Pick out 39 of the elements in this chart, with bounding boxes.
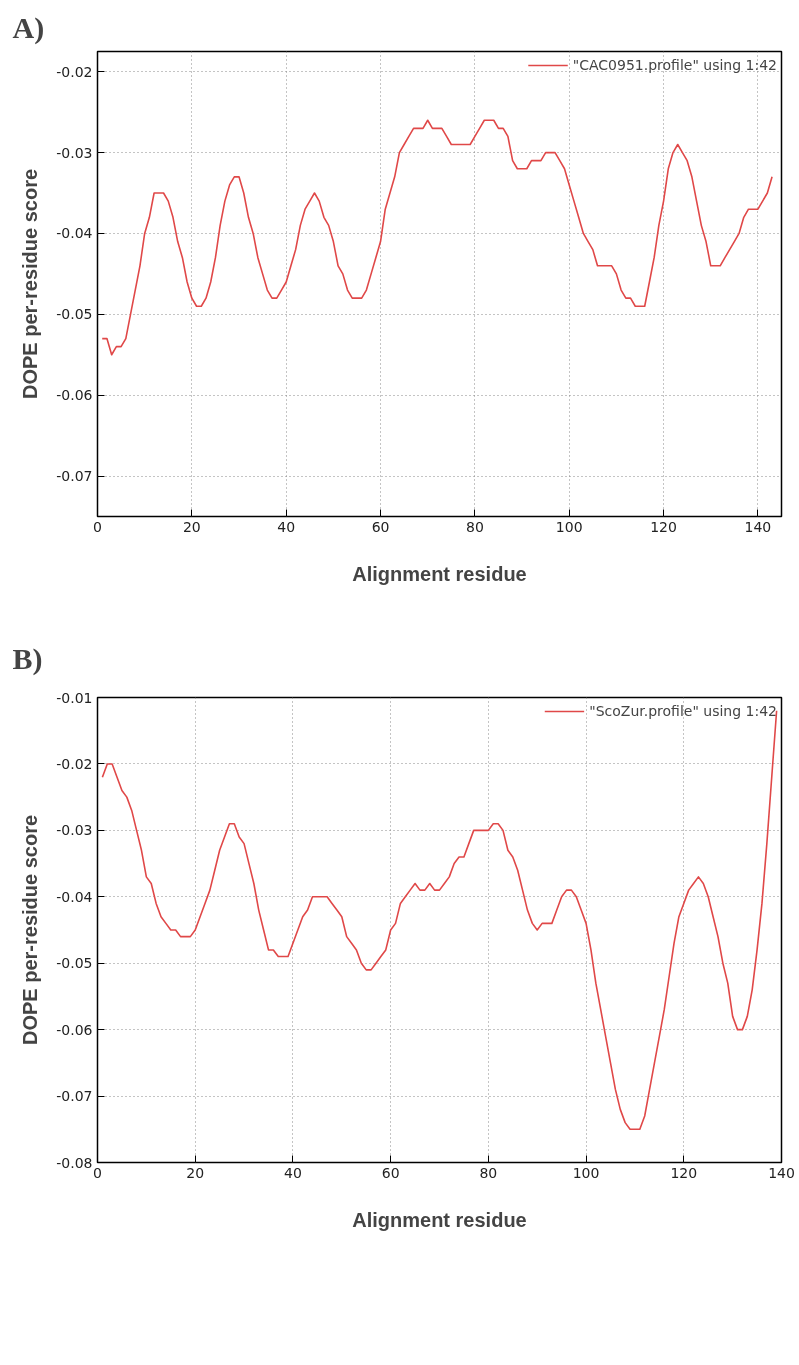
chart-title: B) [12,641,43,676]
y-axis-title: DOPE per-residue score [19,168,42,400]
x-tick-label: 0 [93,518,102,535]
x-tick-label: 20 [182,518,201,535]
x-axis-title: Alignment residue [352,1208,527,1231]
y-tick-label: -0.04 [56,888,93,905]
y-tick-label: -0.06 [56,387,93,404]
x-tick-label: 40 [277,518,296,535]
x-tick-label: 60 [381,1164,400,1181]
y-tick-label: -0.07 [56,1088,93,1105]
y-tick-label: -0.01 [56,689,93,706]
x-tick-label: 40 [284,1164,302,1181]
x-axis-title: Alignment residue [352,562,527,585]
y-tick-label: -0.02 [56,755,93,772]
y-tick-label: -0.03 [56,822,93,839]
x-tick-label: 20 [186,1164,205,1181]
x-tick-label: 120 [670,1164,698,1181]
y-tick-label: -0.05 [56,306,93,323]
x-tick-label: 80 [465,518,484,535]
legend-label: "CAC0951.profile" using 1:42 [572,57,777,73]
x-tick-label: 140 [768,1164,795,1181]
legend-label: "ScoZur.profile" using 1:42 [589,703,777,719]
line-series [101,119,773,356]
x-tick-label: 0 [93,1164,102,1181]
x-tick-label: 80 [479,1164,498,1181]
y-tick-label: -0.04 [56,225,93,242]
x-tick-label: 100 [555,518,583,535]
x-tick-label: 60 [371,518,390,535]
y-tick-label: -0.05 [56,955,93,972]
y-tick-label: -0.03 [56,144,93,161]
y-tick-label: -0.07 [56,468,93,485]
y-tick-label: -0.08 [56,1154,93,1171]
x-tick-label: 140 [744,518,772,535]
y-tick-label: -0.06 [56,1021,93,1038]
x-tick-label: 120 [650,518,677,535]
y-axis-title: DOPE per-residue score [19,814,42,1046]
x-tick-label: 100 [572,1164,600,1181]
y-tick-label: -0.02 [56,63,93,80]
chart-title: A) [12,10,45,45]
